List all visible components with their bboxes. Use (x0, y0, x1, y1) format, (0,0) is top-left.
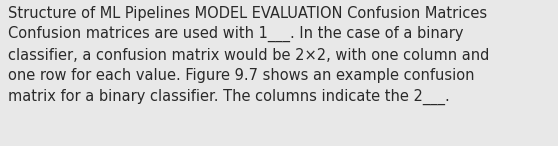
Text: Structure of ML Pipelines MODEL EVALUATION Confusion Matrices
Confusion matrices: Structure of ML Pipelines MODEL EVALUATI… (8, 6, 490, 105)
